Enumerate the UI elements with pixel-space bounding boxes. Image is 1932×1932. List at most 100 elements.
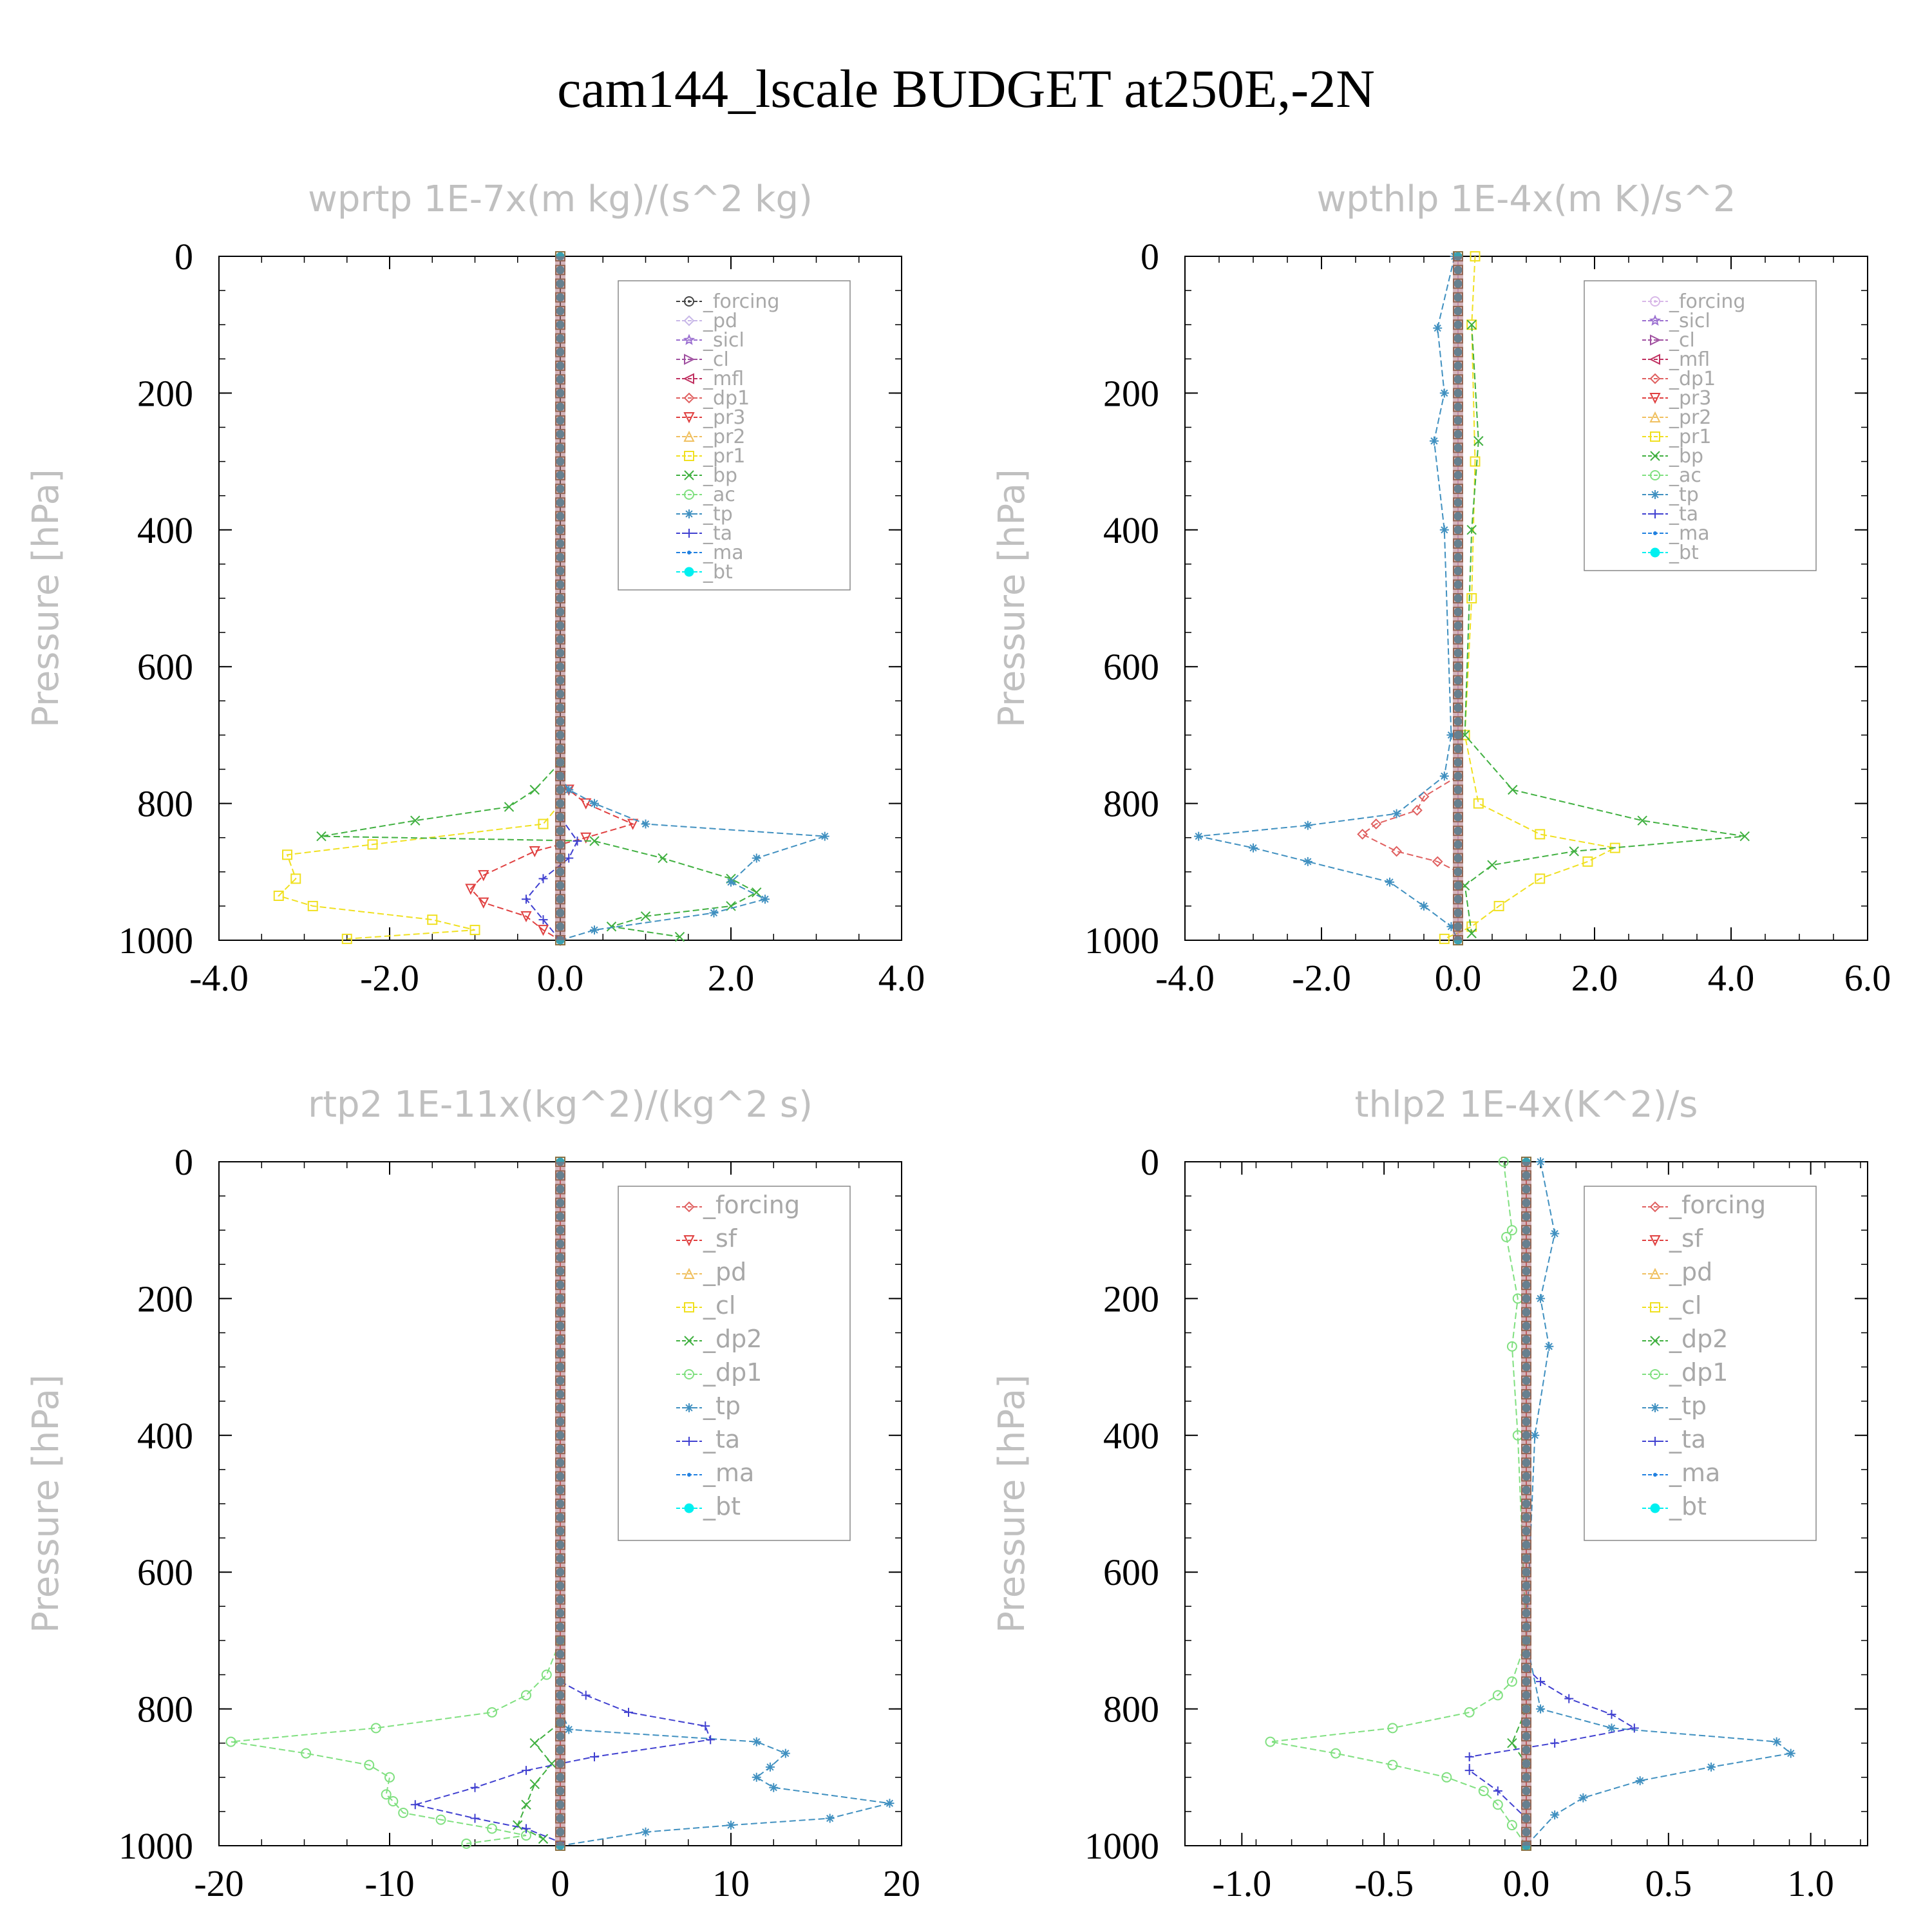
- legend-entry: _forcing: [676, 1191, 800, 1219]
- zero-point: [1453, 784, 1463, 795]
- legend-marker: [1649, 1201, 1661, 1213]
- data-point: [1607, 1710, 1616, 1719]
- zero-point: [1453, 469, 1463, 480]
- data-point: [1439, 525, 1449, 535]
- data-point: [1772, 1737, 1781, 1747]
- zero-point: [555, 1211, 565, 1222]
- zero-point: [556, 1171, 565, 1180]
- zero-point: [555, 1758, 565, 1769]
- legend-marker: [687, 551, 691, 554]
- y-axis-label: Pressure [hPa]: [991, 1374, 1033, 1633]
- zero-point: [1521, 1567, 1531, 1578]
- chart-panel-wprtp: wprtp 1E-7x(m kg)/(s^2 kg) Pressure [hPa]…: [25, 178, 925, 999]
- legend-marker: [1649, 393, 1661, 404]
- zero-point: [1522, 1567, 1531, 1577]
- series-dp2: [513, 1718, 565, 1844]
- legend-label: _dp2: [1669, 1325, 1728, 1353]
- legend-marker: [684, 470, 694, 480]
- legend-entry: _sf: [676, 1224, 738, 1253]
- zero-point: [1453, 346, 1463, 357]
- zero-point: [556, 1390, 565, 1399]
- zero-point: [1521, 1635, 1531, 1646]
- zero-point: [1453, 565, 1463, 576]
- zero-point: [556, 854, 565, 863]
- data-point: [885, 1799, 895, 1808]
- zero-point: [555, 456, 565, 467]
- legend-entry: _pr1: [676, 445, 745, 468]
- legend-entry: _dp2: [1642, 1325, 1728, 1353]
- legend-marker: [1651, 490, 1660, 499]
- zero-point: [556, 1294, 565, 1303]
- data-point: [765, 1762, 775, 1772]
- zero-point: [555, 647, 565, 658]
- legend-entry: _ma: [676, 542, 744, 564]
- legend-box: [618, 280, 851, 591]
- zero-point: [556, 826, 565, 835]
- zero-point: [556, 922, 565, 931]
- zero-point: [555, 1225, 565, 1236]
- zero-point: [1454, 320, 1463, 329]
- zero-point: [555, 1348, 565, 1359]
- zero-point: [555, 771, 565, 782]
- x-tick-label: -4.0: [1155, 957, 1215, 999]
- zero-point: [556, 1526, 565, 1535]
- legend-label: _forcing: [1669, 1191, 1766, 1219]
- data-point: [388, 1795, 399, 1806]
- zero-point: [1521, 1157, 1531, 1167]
- legend-entry: _forcing: [1642, 290, 1745, 313]
- zero-point: [555, 1526, 565, 1537]
- zero-point: [1454, 307, 1463, 316]
- zero-point: [1522, 1472, 1531, 1481]
- zero-point: [1521, 1197, 1531, 1208]
- data-point: [384, 1772, 395, 1783]
- zero-point: [1521, 1361, 1531, 1372]
- data-point: [1466, 319, 1477, 330]
- zero-point: [1522, 1650, 1531, 1659]
- legend-entry: _cl: [676, 348, 729, 371]
- zero-point: [556, 1198, 565, 1208]
- zero-point: [1454, 594, 1463, 603]
- zero-point: [1522, 1636, 1531, 1645]
- zero-point: [555, 524, 565, 535]
- x-tick-label: 1.0: [1787, 1862, 1834, 1904]
- series-line: [560, 1709, 890, 1846]
- legend-entry: _tp: [676, 1392, 741, 1420]
- zero-point: [556, 813, 565, 822]
- data-point: [522, 895, 531, 904]
- y-tick-label: 0: [175, 1141, 193, 1183]
- zero-point: [555, 1539, 565, 1550]
- legend-label: _dp2: [703, 1325, 762, 1353]
- zero-point: [555, 1690, 565, 1701]
- zero-point: [555, 305, 565, 316]
- x-tick-label: 6.0: [1844, 957, 1891, 999]
- data-point: [1536, 1294, 1546, 1303]
- y-tick-label: 400: [1103, 1415, 1159, 1457]
- data-point: [316, 831, 327, 842]
- zero-point: [556, 909, 565, 918]
- zero-point: [555, 292, 565, 303]
- data-point: [1493, 900, 1504, 911]
- zero-point: [1521, 1389, 1531, 1400]
- legend-label: _pr3: [703, 406, 745, 429]
- legend-label: _pr1: [1669, 426, 1711, 448]
- zero-point: [556, 1581, 565, 1590]
- legend-label: _pr3: [1669, 387, 1711, 410]
- zero-point: [1453, 429, 1463, 440]
- series-dp1: [225, 1635, 565, 1849]
- zero-point: [1453, 319, 1463, 330]
- zero-point: [555, 716, 565, 727]
- panel-title: rtp2 1E-11x(kg^2)/(kg^2 s): [308, 1084, 813, 1126]
- zero-point: [1454, 567, 1463, 576]
- zero-point: [1521, 1484, 1531, 1495]
- zero-point: [1521, 1813, 1531, 1824]
- data-point: [370, 1723, 381, 1734]
- legend-label: _ma: [703, 542, 744, 564]
- zero-point: [555, 1334, 565, 1345]
- legend-label: _ta: [703, 522, 732, 545]
- zero-point: [1454, 703, 1463, 712]
- zero-point: [1522, 1526, 1531, 1535]
- data-point: [1439, 772, 1449, 781]
- zero-point: [1453, 292, 1463, 303]
- zero-point: [1522, 1540, 1531, 1549]
- data-point: [564, 785, 574, 795]
